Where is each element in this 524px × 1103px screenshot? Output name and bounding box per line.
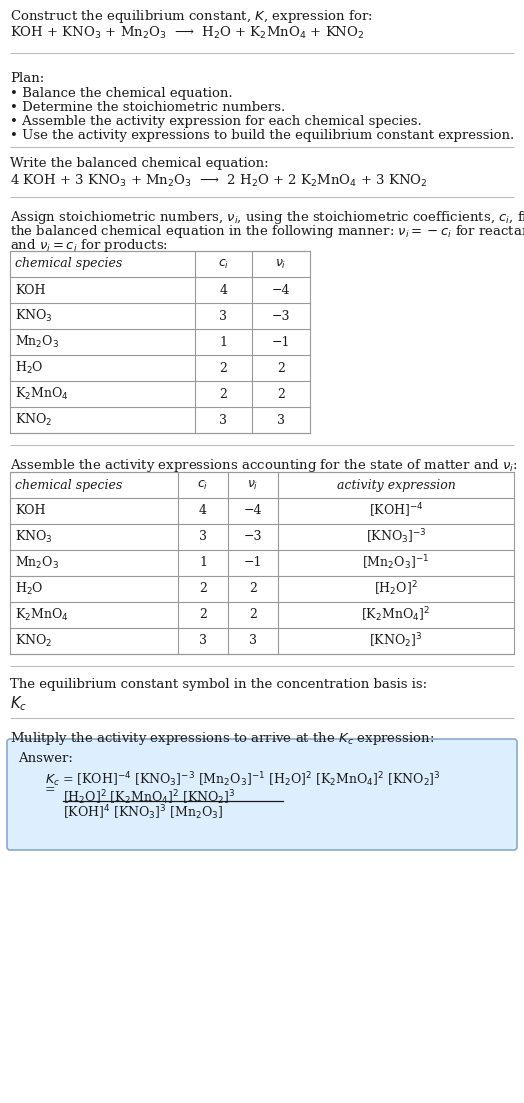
Text: • Use the activity expressions to build the equilibrium constant expression.: • Use the activity expressions to build … [10,129,514,142]
Text: 2: 2 [277,362,285,375]
Text: 2: 2 [249,582,257,596]
Text: 1: 1 [220,335,227,349]
Text: $c_i$: $c_i$ [218,257,229,270]
Text: 3: 3 [220,310,227,322]
Text: 3: 3 [199,531,207,544]
Text: K$_2$MnO$_4$: K$_2$MnO$_4$ [15,607,69,623]
Text: 3: 3 [199,634,207,647]
Text: KOH: KOH [15,504,46,517]
Text: 3: 3 [220,414,227,427]
Text: 2: 2 [199,582,207,596]
Text: • Balance the chemical equation.: • Balance the chemical equation. [10,87,233,100]
Text: $c_i$: $c_i$ [198,479,209,492]
Text: −4: −4 [272,283,290,297]
Text: −4: −4 [244,504,262,517]
Text: Plan:: Plan: [10,72,44,85]
Text: KNO$_3$: KNO$_3$ [15,529,52,545]
Text: [KNO$_3$]$^{-3}$: [KNO$_3$]$^{-3}$ [366,527,427,546]
Text: KOH + KNO$_3$ + Mn$_2$O$_3$  ⟶  H$_2$O + K$_2$MnO$_4$ + KNO$_2$: KOH + KNO$_3$ + Mn$_2$O$_3$ ⟶ H$_2$O + K… [10,25,365,41]
Text: Write the balanced chemical equation:: Write the balanced chemical equation: [10,157,269,170]
Text: −1: −1 [244,557,262,569]
Text: 1: 1 [199,557,207,569]
Text: KNO$_2$: KNO$_2$ [15,411,52,428]
Text: [KOH]$^4$ [KNO$_3$]$^3$ [Mn$_2$O$_3$]: [KOH]$^4$ [KNO$_3$]$^3$ [Mn$_2$O$_3$] [63,803,223,822]
Text: Assemble the activity expressions accounting for the state of matter and $\nu_i$: Assemble the activity expressions accoun… [10,457,518,474]
Text: −1: −1 [272,335,290,349]
Text: chemical species: chemical species [15,257,122,270]
Bar [10,472,514,654]
Text: $\nu_i$: $\nu_i$ [275,257,287,270]
Text: 3: 3 [249,634,257,647]
Text: [K$_2$MnO$_4$]$^2$: [K$_2$MnO$_4$]$^2$ [362,606,431,624]
Text: Construct the equilibrium constant, $K$, expression for:: Construct the equilibrium constant, $K$,… [10,8,373,25]
Text: $K_c$ = [KOH]$^{-4}$ [KNO$_3$]$^{-3}$ [Mn$_2$O$_3$]$^{-1}$ [H$_2$O]$^2$ [K$_2$Mn: $K_c$ = [KOH]$^{-4}$ [KNO$_3$]$^{-3}$ [M… [45,770,441,789]
Text: −3: −3 [244,531,262,544]
Text: H$_2$O: H$_2$O [15,360,43,376]
Text: K$_2$MnO$_4$: K$_2$MnO$_4$ [15,386,69,403]
Text: 2: 2 [220,387,227,400]
Text: KOH: KOH [15,283,46,297]
Text: 4: 4 [199,504,207,517]
Text: [Mn$_2$O$_3$]$^{-1}$: [Mn$_2$O$_3$]$^{-1}$ [363,554,430,572]
Text: KNO$_3$: KNO$_3$ [15,308,52,324]
Text: [H$_2$O]$^2$: [H$_2$O]$^2$ [374,580,418,598]
Text: 4: 4 [220,283,227,297]
Text: −3: −3 [272,310,290,322]
Text: • Determine the stoichiometric numbers.: • Determine the stoichiometric numbers. [10,101,285,114]
Text: Mn$_2$O$_3$: Mn$_2$O$_3$ [15,334,59,350]
Text: $\nu_i$: $\nu_i$ [247,479,259,492]
Text: activity expression: activity expression [336,479,455,492]
Text: 2: 2 [277,387,285,400]
Text: • Assemble the activity expression for each chemical species.: • Assemble the activity expression for e… [10,115,422,128]
Text: 2: 2 [199,609,207,621]
Text: Mulitply the activity expressions to arrive at the $K_c$ expression:: Mulitply the activity expressions to arr… [10,730,434,747]
FancyBboxPatch shape [7,739,517,850]
Text: The equilibrium constant symbol in the concentration basis is:: The equilibrium constant symbol in the c… [10,678,427,690]
Text: the balanced chemical equation in the following manner: $\nu_i = -c_i$ for react: the balanced chemical equation in the fo… [10,223,524,240]
Text: =: = [45,783,56,796]
Text: [H$_2$O]$^2$ [K$_2$MnO$_4$]$^2$ [KNO$_2$]$^3$: [H$_2$O]$^2$ [K$_2$MnO$_4$]$^2$ [KNO$_2$… [63,788,236,806]
Text: H$_2$O: H$_2$O [15,581,43,597]
Text: KNO$_2$: KNO$_2$ [15,633,52,649]
Text: chemical species: chemical species [15,479,122,492]
Text: Mn$_2$O$_3$: Mn$_2$O$_3$ [15,555,59,571]
Text: and $\nu_i = c_i$ for products:: and $\nu_i = c_i$ for products: [10,237,168,254]
Text: [KOH]$^{-4}$: [KOH]$^{-4}$ [369,502,423,521]
Text: [KNO$_2$]$^3$: [KNO$_2$]$^3$ [369,632,423,651]
Text: 4 KOH + 3 KNO$_3$ + Mn$_2$O$_3$  ⟶  2 H$_2$O + 2 K$_2$MnO$_4$ + 3 KNO$_2$: 4 KOH + 3 KNO$_3$ + Mn$_2$O$_3$ ⟶ 2 H$_2… [10,173,428,189]
Text: $K_c$: $K_c$ [10,694,27,713]
Text: 2: 2 [249,609,257,621]
Text: 2: 2 [220,362,227,375]
Text: Assign stoichiometric numbers, $\nu_i$, using the stoichiometric coefficients, $: Assign stoichiometric numbers, $\nu_i$, … [10,208,524,226]
Text: Answer:: Answer: [18,752,73,765]
Text: 3: 3 [277,414,285,427]
Bar [10,251,310,433]
